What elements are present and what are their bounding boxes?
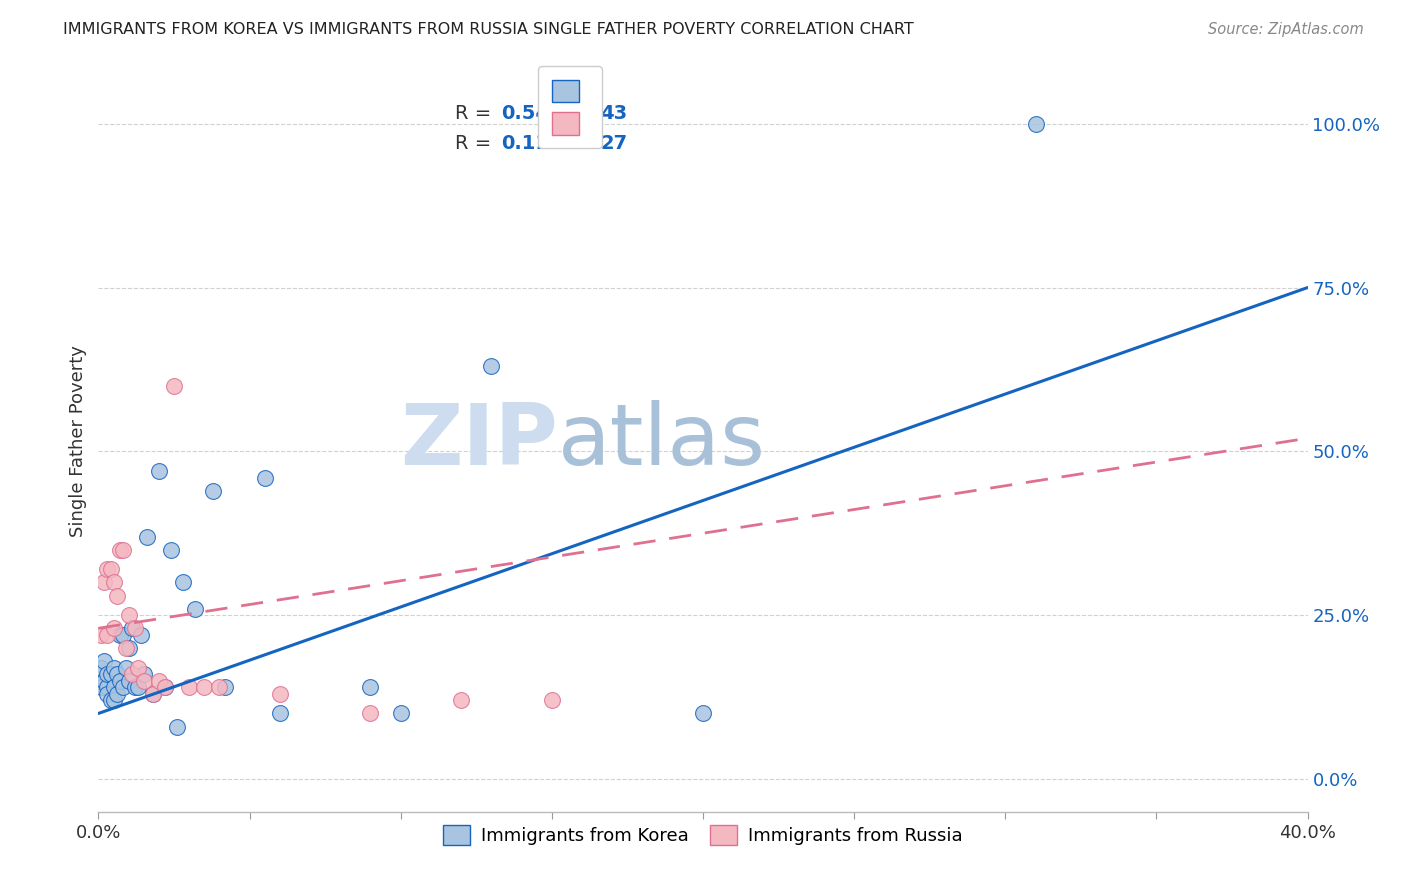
- Point: [450, 693, 472, 707]
- Point: [124, 680, 146, 694]
- Point: [172, 575, 194, 590]
- Point: [540, 693, 562, 707]
- Point: [103, 621, 125, 635]
- Point: [103, 660, 125, 674]
- Point: [105, 589, 128, 603]
- Point: [127, 680, 149, 694]
- Point: [202, 483, 225, 498]
- Point: [360, 706, 382, 721]
- Point: [90, 680, 112, 694]
- Point: [132, 673, 155, 688]
- Point: [269, 687, 291, 701]
- Point: [111, 680, 134, 694]
- Point: [253, 470, 276, 484]
- Point: [111, 628, 134, 642]
- Point: [208, 680, 231, 694]
- Point: [100, 667, 122, 681]
- Point: [100, 693, 122, 707]
- Text: Source: ZipAtlas.com: Source: ZipAtlas.com: [1208, 22, 1364, 37]
- Point: [1024, 117, 1046, 131]
- Point: [166, 720, 188, 734]
- Point: [96, 667, 118, 681]
- Point: [481, 359, 503, 374]
- Y-axis label: Single Father Poverty: Single Father Poverty: [69, 345, 87, 538]
- Point: [148, 673, 170, 688]
- Point: [90, 660, 112, 674]
- Point: [193, 680, 215, 694]
- Point: [360, 680, 382, 694]
- Point: [214, 680, 236, 694]
- Text: N =: N =: [550, 104, 606, 123]
- Text: 27: 27: [600, 134, 627, 153]
- Point: [142, 687, 165, 701]
- Point: [153, 680, 176, 694]
- Text: 0.115: 0.115: [501, 134, 562, 153]
- Point: [179, 680, 201, 694]
- Text: 0.541: 0.541: [501, 104, 562, 123]
- Point: [118, 608, 141, 623]
- Point: [100, 562, 122, 576]
- Point: [108, 628, 131, 642]
- Point: [129, 628, 152, 642]
- Point: [269, 706, 291, 721]
- Point: [105, 667, 128, 681]
- Point: [108, 673, 131, 688]
- Point: [389, 706, 412, 721]
- Text: R =: R =: [456, 134, 498, 153]
- Point: [96, 687, 118, 701]
- Text: 43: 43: [600, 104, 627, 123]
- Point: [103, 693, 125, 707]
- Point: [692, 706, 714, 721]
- Point: [108, 542, 131, 557]
- Point: [103, 680, 125, 694]
- Text: IMMIGRANTS FROM KOREA VS IMMIGRANTS FROM RUSSIA SINGLE FATHER POVERTY CORRELATIO: IMMIGRANTS FROM KOREA VS IMMIGRANTS FROM…: [63, 22, 914, 37]
- Point: [114, 660, 136, 674]
- Point: [96, 562, 118, 576]
- Point: [148, 464, 170, 478]
- Point: [96, 680, 118, 694]
- Point: [111, 542, 134, 557]
- Point: [121, 667, 143, 681]
- Text: ZIP: ZIP: [401, 400, 558, 483]
- Point: [96, 628, 118, 642]
- Point: [135, 530, 157, 544]
- Point: [121, 621, 143, 635]
- Point: [93, 654, 115, 668]
- Point: [103, 575, 125, 590]
- Text: N =: N =: [550, 134, 606, 153]
- Point: [160, 542, 183, 557]
- Point: [184, 601, 207, 615]
- Point: [132, 667, 155, 681]
- Point: [163, 379, 186, 393]
- Point: [93, 575, 115, 590]
- Point: [124, 621, 146, 635]
- Point: [114, 640, 136, 655]
- Point: [153, 680, 176, 694]
- Text: R =: R =: [456, 104, 498, 123]
- Point: [105, 687, 128, 701]
- Point: [118, 640, 141, 655]
- Text: atlas: atlas: [558, 400, 766, 483]
- Point: [142, 687, 165, 701]
- Point: [93, 673, 115, 688]
- Legend: Immigrants from Korea, Immigrants from Russia: Immigrants from Korea, Immigrants from R…: [434, 815, 972, 855]
- Point: [127, 660, 149, 674]
- Point: [118, 673, 141, 688]
- Point: [90, 628, 112, 642]
